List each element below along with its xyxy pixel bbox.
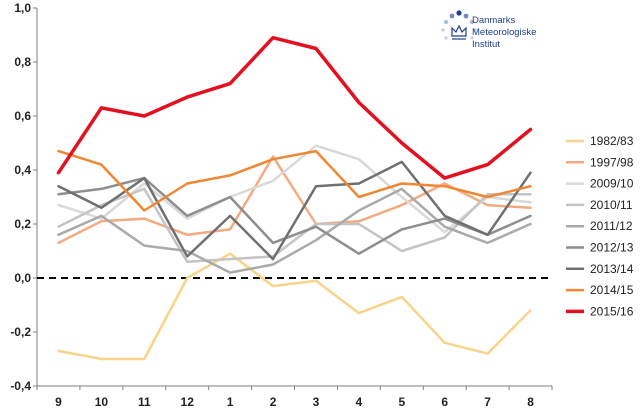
x-tick-label: 6 xyxy=(441,395,448,409)
logo-dot xyxy=(456,10,462,16)
legend-label-1982-83: 1982/83 xyxy=(590,134,634,148)
series-line-2015-16 xyxy=(56,35,533,180)
logo-dot xyxy=(470,36,474,40)
x-tick-label: 7 xyxy=(484,395,491,409)
logo-dot xyxy=(473,28,477,32)
crown-logo-icon xyxy=(441,10,477,40)
y-tick-label: -0,2 xyxy=(10,325,31,339)
legend-label-2010-11: 2010/11 xyxy=(590,198,633,212)
series-group xyxy=(56,35,533,361)
logo-line-3: Institut xyxy=(472,39,500,50)
x-tick-label: 3 xyxy=(313,395,320,409)
legend: 1982/83 1997/98 2009/10 2010/11 2011/12 2012/… xyxy=(566,134,634,318)
y-tick-label: 1,0 xyxy=(14,1,31,15)
series-line-2011-12 xyxy=(57,187,532,274)
legend-label-2009-10: 2009/10 xyxy=(590,177,634,191)
legend-label-2013-14: 2013/14 xyxy=(590,262,634,276)
legend-label-2015-16: 2015/16 xyxy=(590,304,634,318)
series-line-2013-14 xyxy=(57,160,532,261)
legend-label-2014-15: 2014/15 xyxy=(590,283,634,297)
logo-dot xyxy=(443,19,449,25)
x-tick-label: 11 xyxy=(138,395,151,409)
y-tick-label: -0,4 xyxy=(10,379,31,393)
logo: Danmarks Meteorologiske Institut xyxy=(441,10,536,50)
y-tick-label: 0,2 xyxy=(14,217,31,231)
x-tick-label: 2 xyxy=(270,395,277,409)
logo-dot xyxy=(441,28,445,32)
y-tick-label: 0,4 xyxy=(14,163,31,177)
legend-label-2011-12: 2011/12 xyxy=(590,219,633,233)
legend-label-1997-98: 1997/98 xyxy=(590,155,634,169)
axes: 1,00,80,60,40,20,0-0,2-0,49 10 11 12 1 2 3 4 5 6 7… xyxy=(10,1,553,409)
series-line-1982-83 xyxy=(57,252,532,361)
logo-dot xyxy=(444,36,448,40)
x-tick-label: 8 xyxy=(527,395,534,409)
x-tick-label: 5 xyxy=(398,395,405,409)
series-line-2012-13 xyxy=(57,176,532,255)
series-line-2014-15 xyxy=(57,149,532,212)
legend-label-2012-13: 2012/13 xyxy=(590,241,634,255)
logo-line-2: Meteorologiske xyxy=(472,27,536,38)
x-tick-label: 1 xyxy=(227,395,234,409)
logo-dot xyxy=(449,13,455,19)
series-line-2009-10 xyxy=(57,144,532,234)
y-tick-label: 0,6 xyxy=(14,109,31,123)
logo-dot xyxy=(463,13,469,19)
logo-dot xyxy=(469,19,475,25)
x-tick-label: 4 xyxy=(356,395,363,409)
x-tick-label: 9 xyxy=(55,395,62,409)
logo-crown-shape xyxy=(451,24,467,37)
x-tick-label: 12 xyxy=(181,395,195,409)
logo-line-1: Danmarks xyxy=(472,15,516,26)
y-tick-label: 0,8 xyxy=(14,55,31,69)
series-line-1997-98 xyxy=(57,155,532,245)
y-tick-label: 0,0 xyxy=(14,271,31,285)
x-tick-label: 10 xyxy=(95,395,109,409)
